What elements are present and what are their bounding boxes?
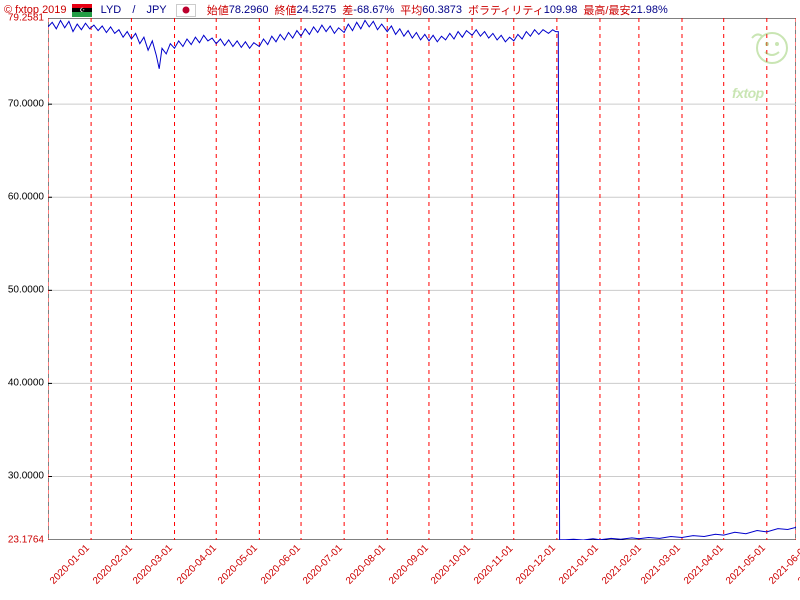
stat-value: 60.3873 — [422, 4, 462, 16]
x-tick-label: 2021-02-01 — [600, 543, 644, 587]
chart-container: © fxtop 2019 ☪ LYD / JPY 始値78.2960 終値24.5… — [0, 0, 800, 600]
x-tick-label: 2020-12-01 — [514, 543, 558, 587]
stat-value: 24.5275 — [297, 4, 337, 16]
x-tick-label: 2021-06-01 — [767, 543, 800, 587]
x-tick-label: 2020-05-01 — [216, 543, 260, 587]
y-tick-label: 70.0000 — [8, 99, 44, 110]
y-axis: 79.258170.000060.000050.000040.000030.00… — [0, 18, 46, 540]
stat-label: 最高/最安 — [583, 2, 630, 18]
flag-lyd-icon: ☪ — [72, 4, 92, 17]
y-tick-label: 30.0000 — [8, 471, 44, 482]
stat-label: 平均 — [400, 2, 422, 18]
x-tick-label: 2020-03-01 — [131, 543, 175, 587]
x-tick-label: 2021-03-01 — [639, 543, 683, 587]
header-stats: 始値78.2960 終値24.5275 差-68.67% 平均60.3873 ボラティリ… — [201, 2, 668, 18]
stat-label: 終値 — [275, 2, 297, 18]
stat-value: 109.98 — [544, 4, 578, 16]
y-tick-label: 50.0000 — [8, 285, 44, 296]
x-axis: 2020-01-012020-02-012020-03-012020-04-01… — [48, 542, 796, 600]
pair-from: LYD — [101, 4, 122, 16]
plot-area — [48, 18, 796, 540]
x-tick-label: 2021-05-01 — [724, 543, 768, 587]
plot-svg — [48, 18, 796, 540]
x-tick-label: 2020-08-01 — [344, 543, 388, 587]
y-tick-label: 40.0000 — [8, 378, 44, 389]
watermark-text: fxtop — [732, 85, 792, 101]
stat-value: 21.98% — [630, 4, 667, 16]
flag-jpy-icon — [176, 4, 196, 17]
stat-value: 78.2960 — [229, 4, 269, 16]
copyright-text: © fxtop 2019 — [4, 4, 67, 16]
pair-to: JPY — [146, 4, 166, 16]
x-tick-label: 2020-10-01 — [429, 543, 473, 587]
stat-label: 始値 — [207, 2, 229, 18]
stat-label: ボラティリティ — [468, 2, 544, 18]
x-tick-label: 2020-07-01 — [301, 543, 345, 587]
chart-header: © fxtop 2019 ☪ LYD / JPY 始値78.2960 終値24.5… — [4, 2, 796, 20]
stat-label: 差 — [342, 2, 353, 18]
x-tick-label: 2020-02-01 — [91, 543, 135, 587]
x-tick-label: 2021-04-01 — [682, 543, 726, 587]
x-tick-label: 2020-04-01 — [175, 543, 219, 587]
watermark: fxtop — [732, 30, 792, 101]
x-tick-label: 2021-01-01 — [557, 543, 601, 587]
x-tick-label: 2020-06-01 — [259, 543, 303, 587]
x-tick-label: 2020-09-01 — [387, 543, 431, 587]
x-tick-label: 2020-01-01 — [48, 543, 92, 587]
y-tick-label: 23.1764 — [8, 535, 44, 546]
x-tick-label: 2020-11-01 — [472, 543, 515, 586]
stat-value: -68.67% — [353, 4, 394, 16]
pair-sep: / — [132, 4, 135, 16]
y-tick-label: 60.0000 — [8, 192, 44, 203]
